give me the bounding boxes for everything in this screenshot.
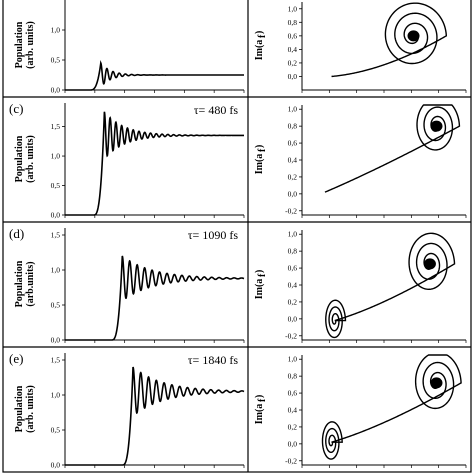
y-axis-label: Im(a bbox=[254, 404, 265, 425]
spiral-core bbox=[430, 377, 443, 389]
y-tick-label: 1,5 bbox=[51, 356, 61, 365]
y-tick-label: 1,0 bbox=[288, 355, 298, 364]
y-tick-label: 0,0 bbox=[51, 211, 61, 220]
y-tick-label: 1,0 bbox=[288, 105, 298, 114]
y-axis-label-subscript: f bbox=[257, 273, 268, 277]
spiral-core bbox=[430, 120, 443, 132]
spiral-core bbox=[423, 258, 436, 270]
y-tick-label: 0,8 bbox=[288, 122, 298, 131]
spiral-core bbox=[407, 30, 420, 42]
y-axis-label-close: ) bbox=[254, 31, 265, 34]
y-axis-label-close: ) bbox=[254, 145, 265, 148]
y-tick-label: 0,0 bbox=[288, 72, 298, 81]
y-tick-label: -0,2 bbox=[285, 456, 297, 465]
y-tick-label: -0,2 bbox=[285, 331, 297, 340]
y-axis-label-group: Population (arb. units) bbox=[14, 135, 36, 183]
y-axis-label-units: (arb. units) bbox=[25, 21, 36, 69]
y-tick-label: 0,5 bbox=[51, 181, 61, 190]
y-tick-label: 0,0 bbox=[288, 439, 298, 448]
y-axis-label-subscript: f bbox=[257, 148, 268, 152]
y-axis-label-units: (arb.units) bbox=[25, 261, 36, 306]
y-tick-label: 1,5 bbox=[51, 231, 61, 240]
y-tick-label: 0,2 bbox=[288, 297, 298, 306]
phase-trajectory bbox=[325, 232, 456, 339]
y-axis-label: Population bbox=[14, 21, 25, 68]
y-axis-label: Im(a bbox=[254, 154, 265, 175]
y-axis-label-subscript: f bbox=[257, 34, 268, 38]
y-axis-label-units: (arb. units) bbox=[25, 385, 36, 433]
y-tick-label: 1,0 bbox=[51, 26, 61, 35]
population-panel-e-left: 0,0 0,5 1,0 1,5 Population (arb. units) (e) τ= … bbox=[9, 351, 245, 470]
y-tick-label: 0,0 bbox=[288, 314, 298, 323]
y-axis-label: Population bbox=[14, 135, 25, 182]
population-panel-c-left: 0,0 0,5 1,0 1,5 Population (arb. units) (c) τ= … bbox=[9, 101, 245, 220]
y-axis-label-close: ) bbox=[254, 395, 265, 398]
tau-annotation: τ= 480 fs bbox=[194, 103, 239, 117]
tau-annotation: τ= 1090 fs bbox=[188, 228, 239, 242]
y-tick-label: 0,2 bbox=[288, 172, 298, 181]
y-tick-label: 1,5 bbox=[51, 122, 61, 131]
y-tick-label: 0,8 bbox=[288, 372, 298, 381]
y-tick-label: 1,0 bbox=[288, 230, 298, 239]
y-axis-label: Population bbox=[14, 385, 25, 432]
y-tick-label: 1,0 bbox=[51, 152, 61, 161]
y-axis-label-group: Im(a f) bbox=[254, 31, 268, 61]
phase-trajectory bbox=[324, 104, 461, 193]
y-axis-label-group: Im(a f) bbox=[254, 145, 268, 175]
y-axis-label: Population bbox=[14, 260, 25, 307]
y-tick-label: 0,5 bbox=[51, 426, 61, 435]
phase-panel-c-right: -0,2 0,0 0,2 0,4 0,6 0,8 1,0 Im(a f) bbox=[254, 104, 467, 218]
phase-trajectory bbox=[321, 354, 462, 460]
y-tick-label: 0,8 bbox=[288, 18, 298, 27]
panel-label: (c) bbox=[9, 101, 23, 116]
phase-panel-d-right: -0,2 0,0 0,2 0,4 0,6 0,8 1,0 Im(a f) bbox=[254, 230, 467, 343]
population-panel-b-left: 0,0 0,5 1,0 Population (arb. units) bbox=[14, 0, 245, 95]
y-axis-label-group: Population (arb. units) bbox=[14, 21, 36, 69]
population-curve bbox=[65, 366, 245, 466]
y-tick-label: 0,0 bbox=[51, 86, 61, 95]
y-tick-label: 0,6 bbox=[288, 139, 298, 148]
y-tick-label: 0,6 bbox=[288, 264, 298, 273]
y-tick-label: 0,4 bbox=[288, 281, 298, 290]
y-tick-label: 0,0 bbox=[51, 461, 61, 470]
y-tick-label: 1,0 bbox=[288, 4, 298, 13]
y-axis-label: Im(a bbox=[254, 40, 265, 61]
y-tick-label: 0,8 bbox=[288, 247, 298, 256]
y-tick-label: 0,4 bbox=[288, 406, 298, 415]
y-tick-label: 0,0 bbox=[51, 336, 61, 345]
y-axis-label-group: Im(a f) bbox=[254, 270, 268, 300]
panel-label: (d) bbox=[9, 226, 24, 241]
y-tick-label: 0,2 bbox=[288, 58, 298, 67]
population-curve bbox=[65, 111, 244, 216]
population-panel-d-left: 0,0 0,5 1,0 1,5 Population (arb.units) (d) τ= 1… bbox=[9, 226, 245, 345]
y-tick-label: 0,5 bbox=[51, 301, 61, 310]
y-tick-label: 0,4 bbox=[288, 45, 298, 54]
y-tick-label: 1,0 bbox=[51, 266, 61, 275]
population-curve bbox=[65, 59, 244, 91]
y-axis-label: Im(a bbox=[254, 279, 265, 300]
phase-trajectory bbox=[331, 2, 448, 78]
y-axis-label-group: Population (arb. units) bbox=[14, 385, 36, 433]
y-tick-label: 0,2 bbox=[288, 422, 298, 431]
tau-annotation: τ= 1840 fs bbox=[188, 353, 239, 367]
y-axis-label-close: ) bbox=[254, 270, 265, 273]
y-axis-label-group: Im(a f) bbox=[254, 395, 268, 425]
phase-panel-b-right: 0,0 0,2 0,4 0,6 0,8 1,0 Im(a f) bbox=[254, 2, 467, 93]
y-tick-label: 0,5 bbox=[51, 56, 61, 65]
y-tick-label: 0,0 bbox=[288, 189, 298, 198]
y-tick-label: -0,2 bbox=[285, 206, 297, 215]
y-axis-label-units: (arb. units) bbox=[25, 135, 36, 183]
panel-label: (e) bbox=[9, 351, 23, 366]
y-tick-label: 0,6 bbox=[288, 389, 298, 398]
y-tick-label: 1,0 bbox=[51, 391, 61, 400]
y-tick-label: 0,6 bbox=[288, 31, 298, 40]
phase-panel-e-right: -0,2 0,0 0,2 0,4 0,6 0,8 1,0 Im(a f) bbox=[254, 354, 467, 468]
y-tick-label: 0,4 bbox=[288, 156, 298, 165]
y-axis-label-group: Population (arb.units) bbox=[14, 260, 36, 307]
population-curve bbox=[65, 255, 245, 341]
y-axis-label-subscript: f bbox=[257, 398, 268, 402]
